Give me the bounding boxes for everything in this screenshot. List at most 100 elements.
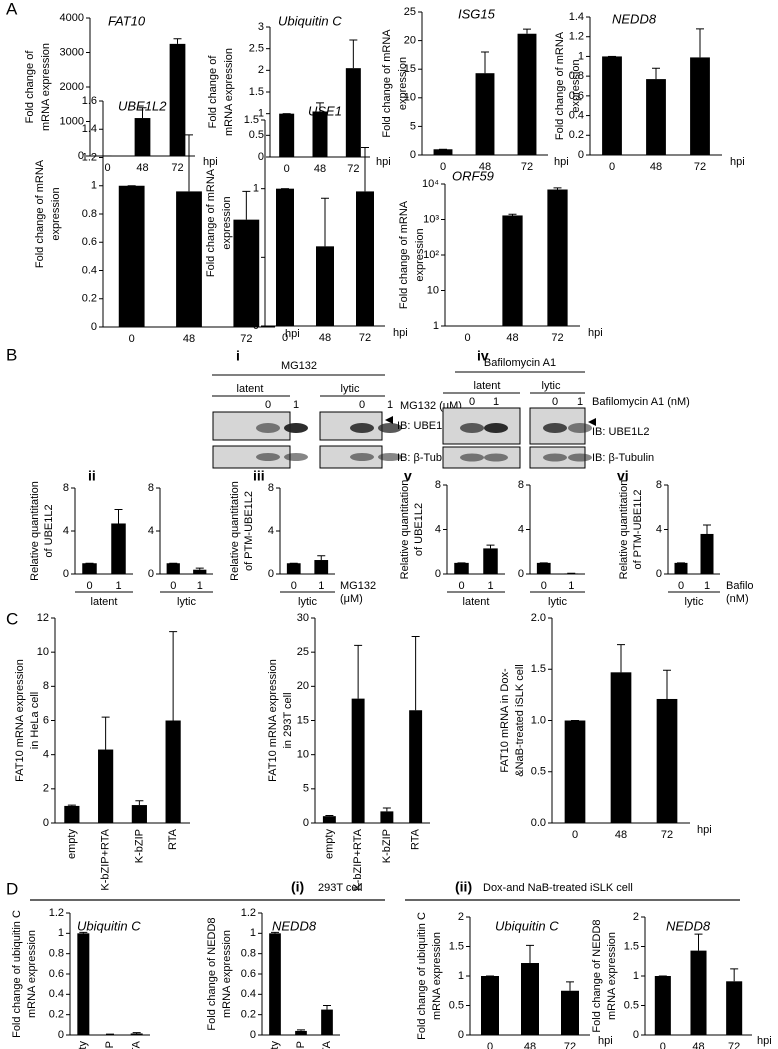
x-tick-label: 0 xyxy=(609,161,615,173)
band xyxy=(484,453,508,462)
panel-label: vi xyxy=(617,468,629,484)
x-tick-label: 48 xyxy=(692,1041,704,1049)
x-tick-label: 0 xyxy=(458,580,464,592)
chart-title: UBE1L2 xyxy=(118,98,167,113)
y-tick-label: 0.5 xyxy=(244,251,259,263)
y-tick-label: 0 xyxy=(633,1029,639,1041)
group-label: latent xyxy=(237,383,264,395)
bar xyxy=(380,811,394,823)
y-tick-label: 1.4 xyxy=(82,123,97,135)
y-axis-label: FAT10 mRNA expression xyxy=(14,659,26,782)
x-tick-label: 0 xyxy=(282,332,288,344)
panel-label: iii xyxy=(253,468,265,484)
group-label: lytic xyxy=(177,596,196,608)
error-bar xyxy=(323,1005,331,1010)
y-tick-label: 1.0 xyxy=(531,714,546,726)
bar xyxy=(295,1030,307,1035)
error-bar xyxy=(696,28,704,58)
bar xyxy=(314,560,329,574)
dose-axis-label: Bafilomycin A1 (nM) xyxy=(592,396,690,408)
x-tick-label: 1 xyxy=(704,580,710,592)
section-title: Dox-and NaB-treated iSLK cell xyxy=(483,882,633,894)
group-label: latent xyxy=(474,380,501,392)
y-axis-label: Fold change of ubiquitin C xyxy=(416,912,428,1040)
y-tick-label: 8 xyxy=(656,479,662,491)
bar xyxy=(654,976,671,1035)
band xyxy=(350,423,374,433)
arrow xyxy=(385,416,393,424)
bar xyxy=(481,976,499,1035)
error-bar xyxy=(730,968,739,982)
panel-label: C xyxy=(6,609,18,628)
bar xyxy=(118,185,145,327)
x-tick-label: 0 xyxy=(464,332,470,344)
bar xyxy=(176,191,202,327)
bar xyxy=(193,569,207,574)
error-bar xyxy=(135,800,144,806)
y-tick-label: 0 xyxy=(656,568,662,580)
y-tick-label: 8 xyxy=(63,482,69,494)
y-tick-label: 1.5 xyxy=(624,940,639,952)
x-tick-label: 72 xyxy=(564,1041,576,1049)
chart-title: Ubiquitin C xyxy=(495,918,559,933)
x-tick-label: 48 xyxy=(506,332,518,344)
y-tick-label: 2.5 xyxy=(249,43,264,55)
y-tick-label: 1.2 xyxy=(82,151,97,163)
y-tick-label: 25 xyxy=(297,646,309,658)
y-tick-label: 2000 xyxy=(60,81,84,93)
x-tick-label: 0 xyxy=(86,580,92,592)
error-bar xyxy=(297,1029,305,1031)
y-tick-label: 8 xyxy=(268,482,274,494)
y-tick-label: 0 xyxy=(148,568,154,580)
y-tick-label: 0.2 xyxy=(82,293,97,305)
y-tick-label: 10 xyxy=(427,284,439,296)
bar xyxy=(345,68,361,157)
bar xyxy=(269,933,281,1035)
y-tick-label: 10 xyxy=(297,749,309,761)
y-axis-label: FAT10 mRNA expression xyxy=(267,659,279,782)
error-bar xyxy=(169,631,178,721)
bar xyxy=(82,563,97,574)
x-tick-label: 72 xyxy=(694,161,706,173)
x-axis-label: hpi xyxy=(588,327,603,339)
x-tick-label: 1 xyxy=(197,580,203,592)
bar xyxy=(276,188,294,326)
y-axis-label: &NaB-treated iSLK cell xyxy=(514,664,526,777)
x-tick-label: 72 xyxy=(521,161,533,173)
y-axis-label: Fold change of xyxy=(24,50,36,124)
chart-title: USE1 xyxy=(308,103,342,118)
bar xyxy=(130,1033,143,1035)
x-axis-label: hpi xyxy=(554,156,569,168)
bar xyxy=(104,1034,116,1035)
error-bar xyxy=(195,567,204,570)
bar xyxy=(564,573,579,574)
y-tick-label: 0.2 xyxy=(569,129,584,141)
bar xyxy=(674,562,688,574)
y-tick-label: 0 xyxy=(58,1029,64,1041)
x-tick-label: empty xyxy=(269,1041,281,1049)
y-tick-label: 1 xyxy=(633,970,639,982)
error-bar xyxy=(242,190,251,220)
chart-title: NEDD8 xyxy=(612,11,657,26)
section-label: (ii) xyxy=(455,879,472,895)
bar xyxy=(656,698,678,823)
y-tick-label: 1 xyxy=(250,927,256,939)
error-bar xyxy=(173,38,182,44)
x-tick-label: empty xyxy=(66,829,78,859)
y-tick-label: 1.2 xyxy=(569,31,584,43)
error-bar xyxy=(526,944,534,964)
y-tick-label: 2 xyxy=(633,911,639,923)
error-bar xyxy=(361,146,369,192)
band xyxy=(543,423,567,433)
y-tick-label: 4 xyxy=(656,523,662,535)
error-bar xyxy=(523,28,531,34)
error-bar xyxy=(325,814,334,817)
y-tick-label: 10⁴ xyxy=(422,178,439,190)
band xyxy=(568,453,592,462)
x-tick-label: 0 xyxy=(440,161,446,173)
y-axis-label: Relative quantitation xyxy=(618,480,630,580)
y-axis-label: Fold change of mRNA xyxy=(205,168,217,277)
x-tick-label: 48 xyxy=(183,333,195,345)
y-tick-label: 8 xyxy=(148,482,154,494)
section-title: 293T cell xyxy=(318,882,362,894)
